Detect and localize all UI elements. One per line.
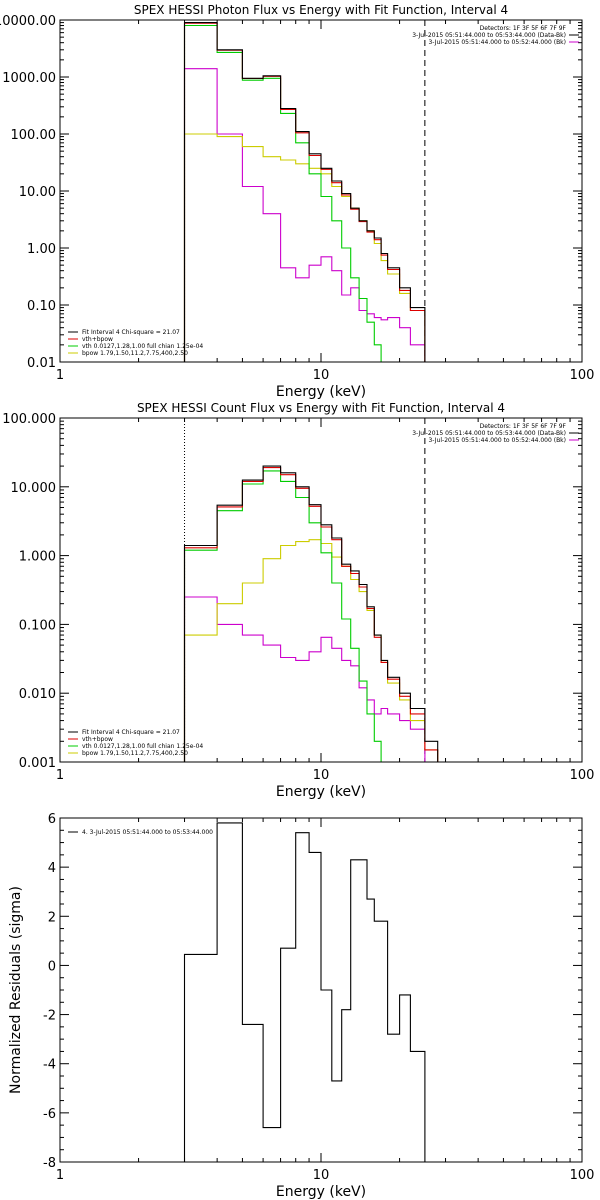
y-tick-label: -8 [43,1156,56,1171]
x-axis-label: Energy (keV) [276,1184,366,1200]
legend-entry: bpow 1.79,1.50,11.2,7.75,400,2.50 [82,350,188,357]
y-tick-label: 1000.00 [2,71,56,86]
series-line-bpow [183,539,446,762]
legend-entry: Detectors: 1F 3F 5F 6F 7F 9F [480,423,567,430]
chart-panel-2: SPEX HESSI Count Flux vs Energy with Fit… [2,401,595,800]
legend-entry: Fit Interval 4 Chi-square = 21.07 [82,329,180,336]
legend-entry: vth 0.0127,1.28,1.00 full chian 1.25e-04 [82,343,203,350]
x-axis-label: Energy (keV) [276,384,366,400]
chart-panel-1: SPEX HESSI Photon Flux vs Energy with Fi… [0,3,595,400]
x-tick-label: 1 [56,1168,64,1183]
y-tick-label: 0.001 [19,756,56,771]
chart-title: SPEX HESSI Count Flux vs Energy with Fit… [137,401,505,415]
y-tick-label: 6 [48,812,56,827]
chart-panel-3: 1 10 100 -8 -6 -4 -2 0 2 4 6 Energy (keV) Normalized… [8,812,594,1200]
legend-entry: vth 0.0127,1.28,1.00 full chian 1.25e-04 [82,743,203,750]
series-line-total [183,465,446,762]
y-tick-label: -2 [43,1009,56,1024]
y-tick-label: -6 [43,1107,56,1122]
y-tick-label: 0.10 [27,299,56,314]
x-tick-label: 10 [313,1168,330,1183]
x-axis-label: Energy (keV) [276,784,366,800]
y-tick-label: 10.000 [11,481,57,496]
y-tick-label: 0 [48,959,56,974]
y-tick-label: 4 [48,861,56,876]
legend-entry: vth+bpow [82,336,113,343]
series-line-vth [183,24,382,362]
x-tick-label: 100 [570,1168,595,1183]
y-tick-label: 10.00 [19,185,56,200]
series-line-sum [183,22,426,362]
chart-title: SPEX HESSI Photon Flux vs Energy with Fi… [134,3,508,17]
y-tick-label: 0.01 [27,356,56,371]
x-tick-label: 1 [56,768,64,783]
legend-entry: Detectors: 1F 3F 5F 6F 7F 9F [480,25,567,32]
y-tick-label: 10000.00 [0,14,56,29]
x-tick-label: 10 [313,368,330,383]
series-line-bkg [183,596,446,762]
x-tick-label: 100 [570,768,595,783]
legend-entry: vth+bpow [82,736,113,743]
y-tick-label: 0.010 [19,687,56,702]
x-tick-label: 10 [313,768,330,783]
y-tick-label: 0.100 [19,618,56,633]
y-tick-label: 100.00 [11,128,57,143]
x-tick-label: 100 [570,368,595,383]
y-axis-label: Normalized Residuals (sigma) [8,886,24,1094]
series-line-bkg [183,68,426,362]
legend-entry: 3-Jul-2015 05:51:44.000 to 05:52:44.000 … [428,437,566,444]
x-tick-label: 1 [56,368,64,383]
legend-entry: 4. 3-Jul-2015 05:51:44.000 to 05:53:44.0… [82,829,213,836]
legend-entry: 3-Jul-2015 05:51:44.000 to 05:53:44.000 … [412,430,566,437]
legend-entry: bpow 1.79,1.50,11.2,7.75,400,2.50 [82,750,188,757]
legend-entry: Fit Interval 4 Chi-square = 21.07 [82,729,180,736]
legend-entry: 3-Jul-2015 05:51:44.000 to 05:52:44.000 … [428,39,566,46]
y-tick-label: 2 [48,910,56,925]
series-line-total [183,22,426,362]
y-tick-label: 1.000 [19,550,56,565]
series-line-sum [183,467,446,762]
y-tick-label: 100.000 [2,412,56,427]
y-tick-label: 1.00 [27,242,56,257]
series-line-total [183,822,426,1162]
plot-frame [59,417,583,763]
y-tick-label: -4 [43,1058,56,1073]
legend-entry: 3-Jul-2015 05:51:44.000 to 05:53:44.000 … [412,32,566,39]
